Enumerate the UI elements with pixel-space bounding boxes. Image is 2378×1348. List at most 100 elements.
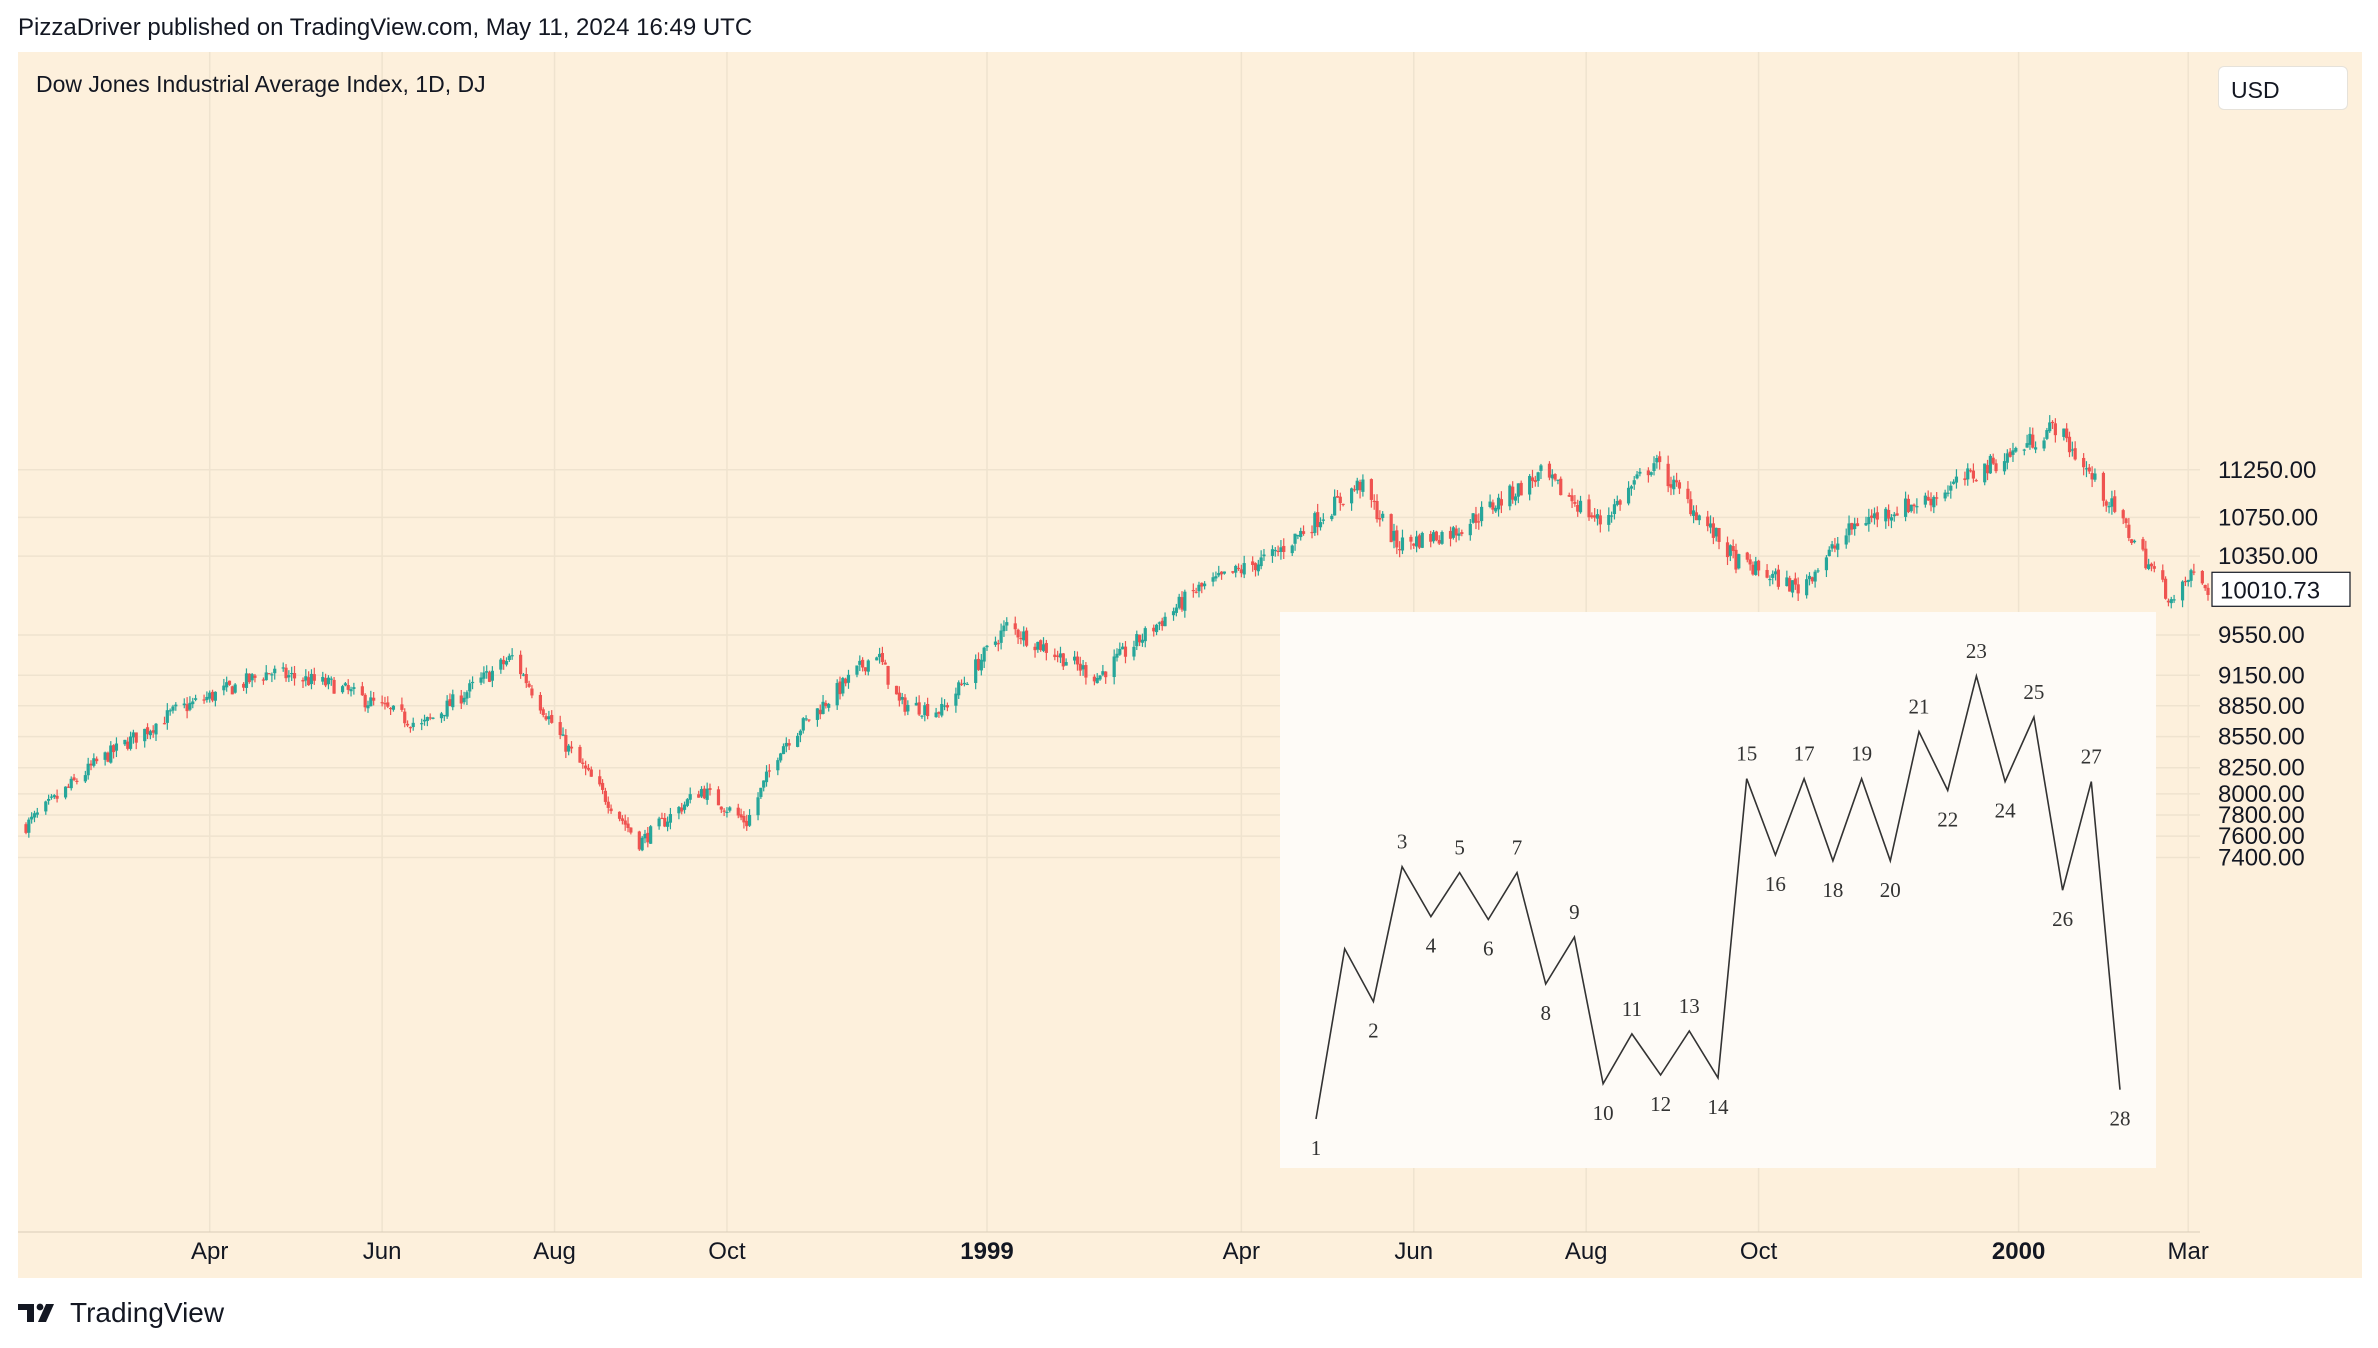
candle xyxy=(2022,448,2026,456)
candle xyxy=(1813,569,1817,588)
candle xyxy=(485,665,489,679)
candle xyxy=(1626,481,1631,506)
candle xyxy=(210,689,215,703)
footer-brand[interactable]: TradingView xyxy=(18,1296,224,1330)
candle xyxy=(982,646,986,669)
candle xyxy=(527,680,531,688)
wave-label: 21 xyxy=(1909,695,1930,719)
candle xyxy=(1655,454,1659,469)
candle xyxy=(1019,631,1023,645)
time-axis[interactable]: Apr Jun Aug Oct 1999 Apr Jun Aug Oct 2000 Mar xyxy=(18,1231,2209,1265)
candle xyxy=(682,801,687,814)
candle xyxy=(369,690,373,707)
candle xyxy=(352,682,356,695)
candle xyxy=(1335,490,1340,498)
candle xyxy=(1553,473,1557,482)
candle xyxy=(1429,530,1433,548)
candle xyxy=(1276,545,1280,557)
currency-button[interactable]: USD xyxy=(2218,66,2348,110)
price-chart[interactable]: 11250.0010750.0010350.009550.009150.0088… xyxy=(18,52,2362,1278)
candle xyxy=(1513,493,1518,506)
price-axis[interactable]: 11250.00 10750.00 10350.00 9550.00 9150.00 88… xyxy=(2218,457,2318,872)
candle xyxy=(719,806,723,814)
candle xyxy=(408,726,412,733)
candle xyxy=(965,682,969,686)
candle xyxy=(1725,536,1730,566)
candle xyxy=(1471,512,1475,524)
candle xyxy=(1041,637,1046,653)
candle xyxy=(663,812,667,828)
candle xyxy=(685,798,689,808)
candle xyxy=(2053,418,2057,443)
candle xyxy=(171,704,175,714)
candle xyxy=(1163,612,1167,627)
candle xyxy=(680,802,684,815)
candle xyxy=(1242,555,1246,579)
candle xyxy=(267,673,271,675)
candle xyxy=(425,716,429,727)
candle xyxy=(665,816,670,832)
x-tick-label: Mar xyxy=(2168,1238,2209,1265)
candle xyxy=(1197,581,1201,598)
candle xyxy=(697,790,701,798)
candle xyxy=(2045,427,2049,441)
candle xyxy=(360,681,364,696)
wave-label: 27 xyxy=(2081,745,2102,769)
candle xyxy=(541,707,545,718)
candle xyxy=(32,810,37,823)
candle xyxy=(1296,534,1300,540)
candle xyxy=(1318,517,1323,531)
candle xyxy=(2203,584,2207,591)
candle xyxy=(332,677,336,694)
candle xyxy=(926,697,930,720)
candle xyxy=(35,807,39,818)
candle xyxy=(1222,571,1227,575)
candle xyxy=(1075,651,1080,671)
candle xyxy=(1290,544,1294,556)
candle xyxy=(1333,489,1337,516)
candle xyxy=(979,653,983,676)
candle xyxy=(1906,494,1910,514)
candle xyxy=(1745,551,1749,563)
y-tick-label: 9550.00 xyxy=(2218,622,2305,649)
candle xyxy=(1494,505,1498,513)
candle xyxy=(716,786,721,806)
x-tick-label: Apr xyxy=(191,1238,228,1265)
candle xyxy=(2107,501,2111,514)
candle xyxy=(1491,499,1495,514)
candle xyxy=(1256,559,1260,576)
candle xyxy=(1776,564,1780,590)
wave-label: 15 xyxy=(1736,742,1757,766)
candle xyxy=(954,687,958,713)
candle xyxy=(2073,441,2077,461)
candle xyxy=(900,692,904,705)
candle xyxy=(999,623,1003,650)
candle xyxy=(1658,451,1662,470)
candle xyxy=(1954,469,1959,489)
candle xyxy=(1677,479,1682,495)
candle xyxy=(934,707,938,718)
candle xyxy=(917,695,921,717)
candle xyxy=(1053,648,1057,661)
candle xyxy=(1061,652,1065,671)
symbol-title[interactable]: Dow Jones Industrial Average Index, 1D, … xyxy=(36,71,486,97)
candle xyxy=(250,672,254,688)
candle xyxy=(1349,487,1354,511)
candle xyxy=(861,657,865,672)
candle xyxy=(561,727,565,737)
candle xyxy=(2005,449,2009,470)
candle xyxy=(411,717,415,731)
candle xyxy=(1875,506,1879,528)
candle xyxy=(1454,525,1458,543)
candle xyxy=(465,690,469,706)
candle xyxy=(1375,494,1379,523)
candle xyxy=(1262,548,1266,561)
candle xyxy=(906,700,910,716)
candle xyxy=(301,677,305,688)
candle xyxy=(1556,479,1560,485)
candle xyxy=(736,803,740,819)
candle xyxy=(1649,471,1653,477)
candle xyxy=(126,737,130,751)
candle xyxy=(1872,507,1877,525)
candle xyxy=(1369,478,1373,508)
